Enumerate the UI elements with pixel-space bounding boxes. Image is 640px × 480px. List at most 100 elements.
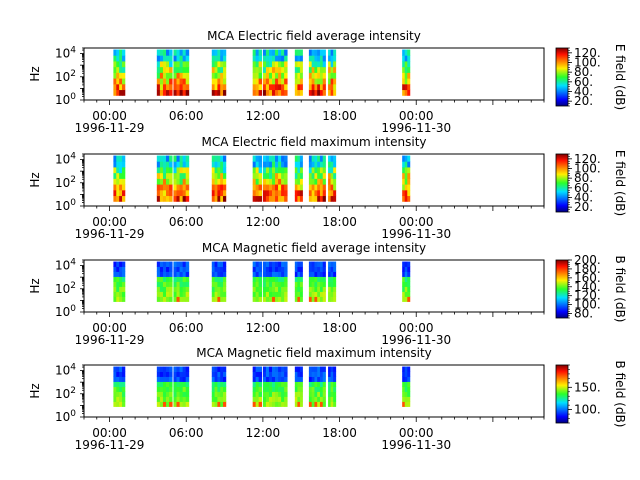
spectrogram-cell [173, 72, 177, 79]
spectrogram-cell [119, 281, 123, 287]
spectrogram-cell [162, 276, 167, 282]
spectrogram-cell [311, 296, 315, 302]
spectrogram-cell [333, 401, 337, 407]
spectrogram-cell [271, 391, 276, 397]
spectrogram-cell [166, 83, 170, 91]
spectrogram-cell [294, 178, 298, 185]
spectrogram-cell [294, 381, 298, 387]
spectrogram-cell [297, 381, 301, 387]
spectrogram-cell [185, 83, 190, 91]
spectrogram-cell [220, 296, 224, 302]
x-tick-label: 00:00 [92, 215, 127, 229]
spectrogram-cell [176, 401, 180, 407]
spectrogram-cell [116, 161, 120, 168]
spectrogram-cell [265, 266, 270, 272]
spectrogram-cell [294, 396, 298, 402]
spectrogram-cell [255, 266, 260, 272]
spectrogram-cell [281, 195, 285, 202]
spectrogram-cell [176, 296, 180, 302]
spectrogram-cell [217, 167, 221, 174]
spectrogram-cell [308, 371, 313, 377]
spectrogram-cell [119, 276, 123, 282]
spectrogram-cell [297, 391, 301, 397]
spectrogram-cell [214, 167, 218, 174]
spectrogram-cell [319, 172, 324, 179]
spectrogram-cell [308, 195, 313, 202]
spectrogram-cell [268, 381, 273, 387]
spectrogram-cell [333, 276, 337, 282]
spectrogram-cell [182, 266, 187, 272]
spectrogram-cell [275, 381, 279, 387]
spectrogram-cell [182, 195, 187, 202]
x-tick-date: 1996-11-29 [75, 438, 145, 452]
spectrogram-cell [262, 376, 267, 382]
spectrogram-cell [402, 172, 406, 179]
spectrogram-cell [255, 89, 260, 96]
spectrogram-cell [265, 371, 270, 377]
spectrogram-cell [404, 83, 408, 91]
spectrogram-cell [220, 386, 224, 392]
spectrogram-cell [314, 83, 318, 91]
spectrogram-cell [299, 371, 303, 377]
spectrogram-cell [311, 61, 315, 68]
spectrogram-cell [258, 401, 263, 407]
spectrogram-cell [162, 178, 167, 185]
spectrogram-cell [265, 271, 270, 277]
spectrogram-cell [113, 266, 117, 272]
spectrogram-cell [319, 371, 324, 377]
spectrogram-cell [252, 291, 257, 297]
spectrogram-cell [169, 386, 173, 392]
spectrogram-cell [252, 78, 257, 85]
spectrogram-cell [156, 184, 161, 191]
spectrogram-cell [407, 271, 411, 277]
spectrogram-cell [119, 396, 123, 402]
spectrogram-cell [319, 72, 324, 79]
spectrogram-cell [255, 401, 260, 407]
x-tick-date: 1996-11-29 [75, 121, 145, 135]
spectrogram-cell [281, 266, 285, 272]
spectrogram-cell [317, 276, 321, 282]
spectrogram-cell [328, 55, 332, 62]
spectrogram-cell [166, 66, 170, 73]
spectrogram-cell [308, 266, 313, 272]
spectrogram-cell [278, 72, 282, 79]
spectrogram-cell [330, 55, 334, 62]
spectrogram-cell [182, 161, 187, 168]
spectrogram-cell [223, 381, 227, 387]
spectrogram-cell [278, 161, 282, 168]
spectrogram-cell [333, 55, 337, 62]
spectrogram-cell [319, 61, 324, 68]
spectrogram-cell [252, 391, 257, 397]
spectrogram-cell [271, 49, 276, 56]
spectrogram-cell [311, 271, 315, 277]
data-interval [262, 261, 288, 302]
spectrogram-cell [217, 396, 221, 402]
spectrogram-cell [314, 161, 318, 168]
spectrogram-cell [166, 396, 170, 402]
spectrogram-cell [271, 61, 276, 68]
spectrogram-cell [308, 281, 313, 287]
x-tick-label: 18:00 [322, 215, 357, 229]
y-tick-label: 100 [55, 92, 76, 107]
spectrogram-cell [173, 195, 177, 202]
spectrogram-cell [116, 195, 120, 202]
spectrogram-cell [308, 189, 313, 197]
spectrogram-cell [159, 178, 164, 185]
spectrogram-cell [113, 61, 117, 68]
spectrogram-cell [122, 195, 126, 202]
spectrogram-cell [404, 172, 408, 179]
spectrogram-cell [179, 184, 184, 191]
spectrogram-cell [211, 286, 215, 292]
spectrogram-cell [156, 296, 161, 302]
spectrogram-cell [308, 61, 313, 68]
spectrogram-cell [169, 161, 173, 168]
spectrogram-cell [211, 271, 215, 277]
spectrogram-cell [113, 172, 117, 179]
spectrogram-cell [179, 391, 184, 397]
spectrogram-cell [116, 167, 120, 174]
spectrogram-cell [278, 189, 282, 197]
spectrogram-cell [258, 189, 263, 197]
spectrogram-cell [182, 291, 187, 297]
spectrogram-cell [176, 271, 180, 277]
spectrogram-cell [402, 178, 406, 185]
